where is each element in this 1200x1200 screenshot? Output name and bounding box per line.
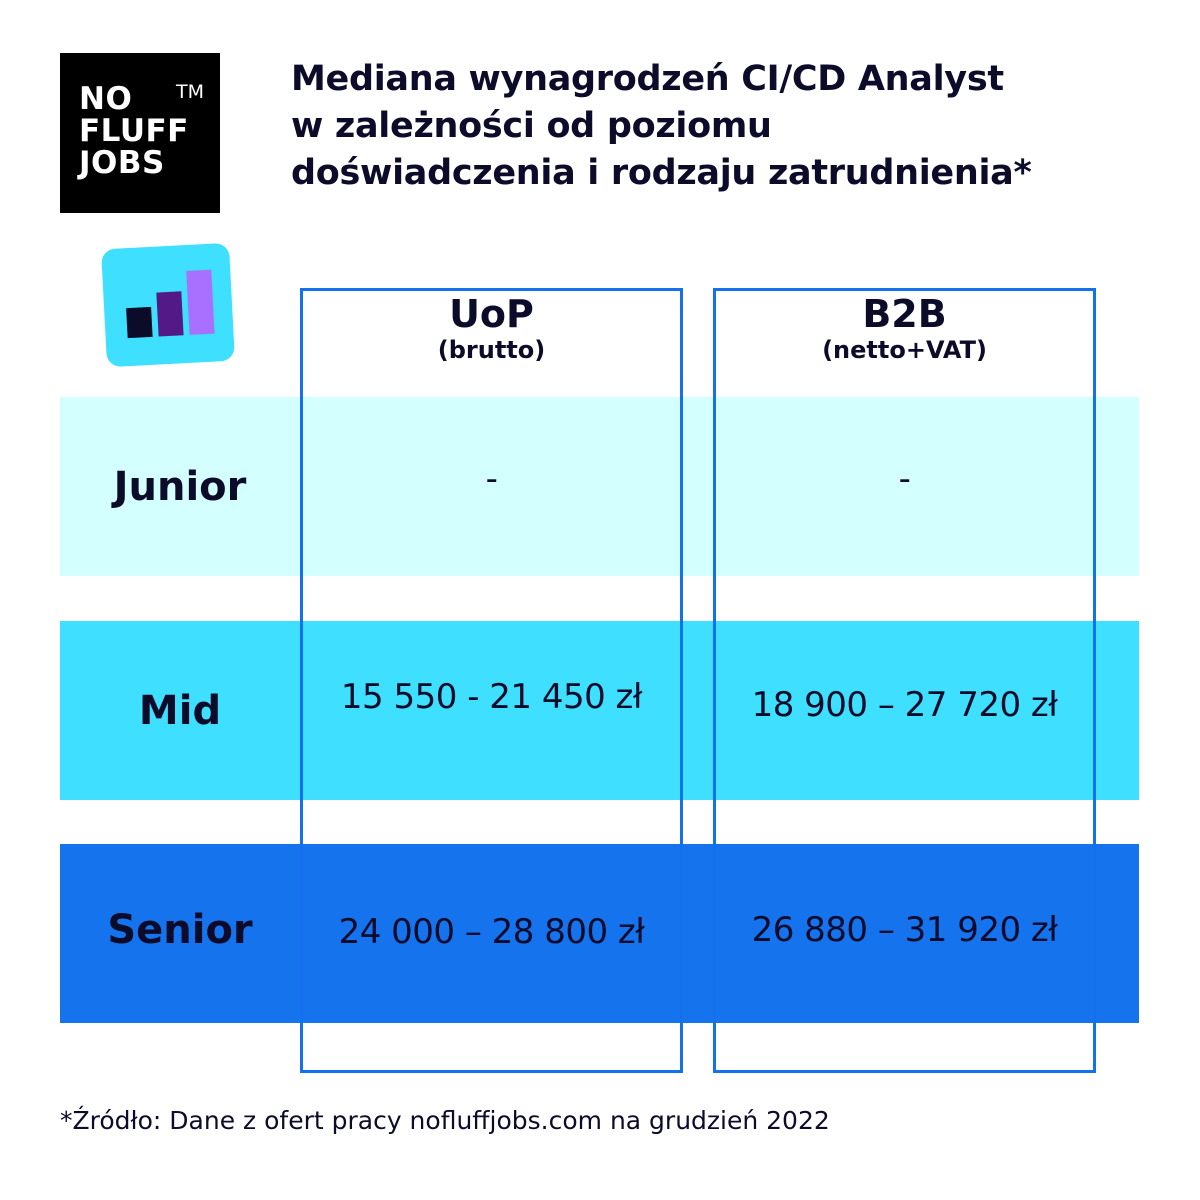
title-line-1: Mediana wynagrodzeń CI/CD Analyst bbox=[291, 59, 1004, 99]
page-title: Mediana wynagrodzeń CI/CD Analyst w zale… bbox=[291, 56, 1171, 197]
row-label-junior: Junior bbox=[113, 463, 247, 510]
cell-junior-b2b: - bbox=[898, 458, 911, 499]
title-line-3: doświadczenia i rodzaju zatrudnienia* bbox=[291, 153, 1032, 193]
column-header-b2b-label: B2B bbox=[862, 292, 947, 336]
cell-senior-uop: 24 000 – 28 800 zł bbox=[338, 911, 645, 952]
column-header-uop: UoP (brutto) bbox=[300, 292, 683, 364]
source-footnote: *Źródło: Dane z ofert pracy nofluffjobs.… bbox=[60, 1106, 830, 1135]
bar-chart-icon bbox=[100, 242, 236, 368]
column-header-b2b-sublabel: (netto+VAT) bbox=[822, 336, 987, 364]
bar-chart-icon-bar-2 bbox=[156, 291, 184, 337]
row-label-senior: Senior bbox=[107, 906, 253, 953]
cell-mid-uop: 15 550 - 21 450 zł bbox=[340, 676, 643, 717]
column-header-uop-sublabel: (brutto) bbox=[437, 336, 546, 364]
nofluffjobs-logo: NO FLUFF JOBS TM bbox=[60, 53, 220, 213]
row-junior-band bbox=[60, 397, 1139, 576]
bar-chart-icon-bar-1 bbox=[126, 306, 153, 339]
logo-trademark: TM bbox=[176, 81, 204, 103]
row-label-mid: Mid bbox=[138, 687, 222, 734]
cell-senior-b2b: 26 880 – 31 920 zł bbox=[751, 909, 1058, 950]
logo-wordmark: NO FLUFF JOBS bbox=[79, 81, 189, 181]
title-line-2: w zależności od poziomu bbox=[291, 106, 772, 146]
column-header-uop-label: UoP bbox=[449, 292, 534, 336]
row-mid-band bbox=[60, 621, 1139, 800]
cell-mid-b2b: 18 900 – 27 720 zł bbox=[751, 684, 1058, 725]
column-header-b2b: B2B (netto+VAT) bbox=[713, 292, 1096, 364]
cell-junior-uop: - bbox=[485, 458, 498, 499]
row-senior-band bbox=[60, 844, 1139, 1023]
bar-chart-icon-bar-3 bbox=[186, 269, 215, 335]
